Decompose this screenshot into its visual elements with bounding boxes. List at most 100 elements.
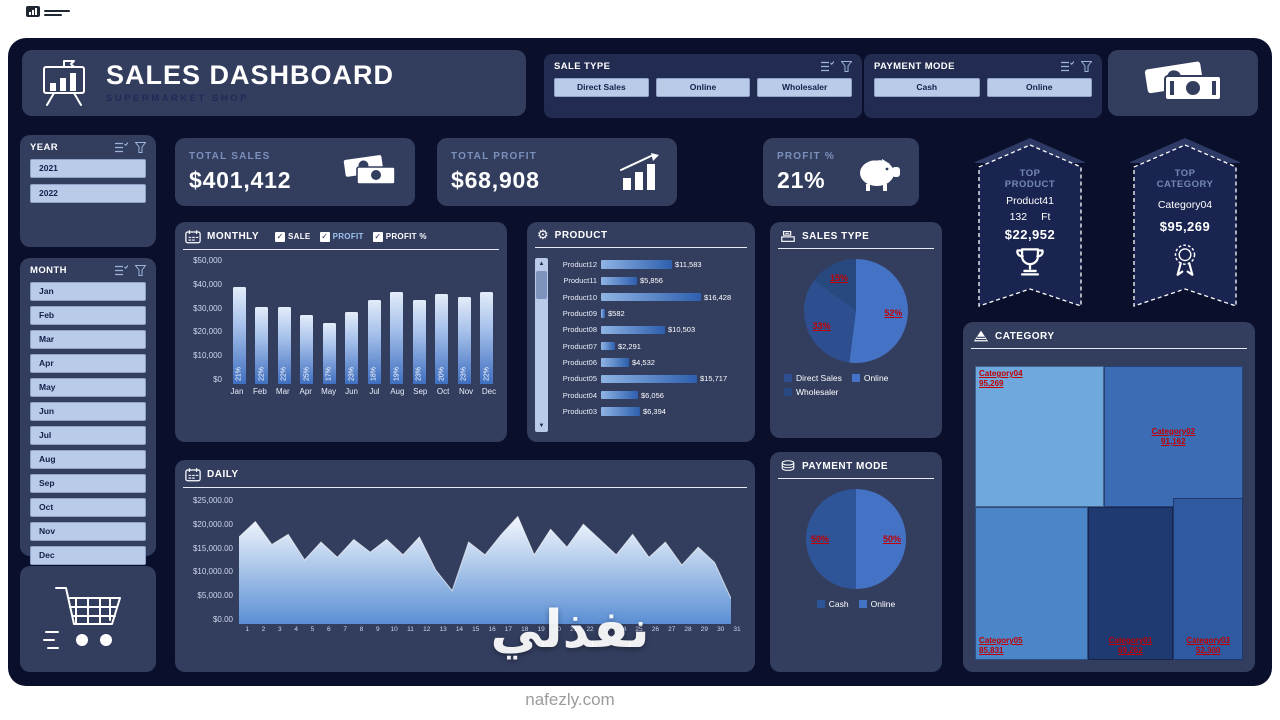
month-option-dec[interactable]: Dec (30, 546, 146, 565)
monthly-bar-label: 22% (258, 366, 266, 381)
product-value-label: $6,394 (643, 406, 666, 416)
monthly-bar-label: 22% (280, 366, 288, 381)
treemap-block-category01[interactable]: Category01 69,262 (1087, 507, 1174, 660)
category-title: CATEGORY (995, 330, 1055, 342)
payment-legend-online[interactable]: Online (858, 599, 895, 609)
monthly-bar-nov[interactable]: 23% (457, 297, 471, 384)
checkbox-profit-box[interactable]: ✓ (319, 231, 330, 242)
product-bar-product09[interactable] (601, 309, 605, 318)
checkbox-sale[interactable]: ✓ SALE (275, 231, 311, 242)
monthly-bar-jun[interactable]: 23% (345, 312, 359, 384)
filter-icon[interactable] (135, 265, 146, 276)
sales-type-pie-chart[interactable]: 52% 33% 15% (804, 259, 908, 363)
monthly-y-axis: $50,000 $40,000 $30,000 $20,000 $10,000 $0 (183, 256, 227, 384)
product-scrollbar[interactable]: ▲ ▼ (535, 258, 548, 432)
product-bar-product06[interactable] (601, 358, 629, 367)
product-label: Product10 (562, 292, 597, 302)
month-option-jan[interactable]: Jan (30, 282, 146, 301)
sales-type-legend-direct-sales[interactable]: Direct Sales (784, 373, 842, 383)
sale-type-option-wholesaler[interactable]: Wholesaler (757, 78, 853, 97)
multi-select-icon[interactable] (1061, 61, 1074, 72)
treemap-block-category04[interactable]: Category04 95,269 (975, 366, 1104, 508)
filter-icon[interactable] (841, 61, 852, 72)
monthly-bar-mar[interactable]: 22% (277, 307, 291, 384)
month-option-oct[interactable]: Oct (30, 498, 146, 517)
scrollbar-thumb[interactable] (536, 271, 547, 299)
month-option-sep[interactable]: Sep (30, 474, 146, 493)
multi-select-icon[interactable] (821, 61, 834, 72)
product-row-product08: Product08 $10,503 (553, 323, 749, 336)
checkbox-profit[interactable]: ✓ PROFIT (319, 231, 364, 242)
monthly-bar-sep[interactable]: 23% (412, 300, 426, 384)
month-option-feb[interactable]: Feb (30, 306, 146, 325)
multi-select-icon[interactable] (115, 265, 128, 276)
year-option-2022[interactable]: 2022 (30, 184, 146, 203)
sale-type-label: SALE TYPE (554, 61, 611, 72)
monthly-bar-apr[interactable]: 25% (300, 315, 314, 384)
monthly-bar-jan[interactable]: 21% (232, 287, 246, 384)
monthly-bar-jul[interactable]: 18% (367, 300, 381, 384)
month-option-nov[interactable]: Nov (30, 522, 146, 541)
watermark-arabic: نفذلي (490, 600, 650, 660)
product-bar-product08[interactable] (601, 325, 665, 335)
product-value-label: $4,532 (632, 357, 655, 367)
legend-label: Wholesaler (796, 387, 839, 397)
sales-type-legend-online[interactable]: Online (851, 373, 888, 383)
monthly-bar-aug[interactable]: 19% (390, 292, 404, 384)
gear-icon: ⚙ (537, 228, 549, 243)
monthly-bar-label: 25% (303, 366, 311, 381)
payment-mode-option-online[interactable]: Online (986, 78, 1092, 97)
sale-type-option-direct-sales[interactable]: Direct Sales (554, 78, 649, 97)
product-bar-product04[interactable] (601, 390, 638, 400)
monthly-bar-dec[interactable]: 22% (480, 292, 494, 384)
month-option-may[interactable]: May (30, 378, 146, 397)
product-bar-product03[interactable] (601, 407, 640, 416)
checkbox-sale-box[interactable]: ✓ (275, 231, 286, 242)
product-row-product11: Product11 $5,856 (553, 274, 749, 287)
multi-select-icon[interactable] (115, 142, 128, 153)
sale-type-option-online[interactable]: Online (655, 78, 751, 97)
monthly-ytick: $40,000 (193, 279, 222, 289)
treemap-block-category02[interactable]: Category02 91,162 (1103, 366, 1243, 508)
checkbox-profit-pct[interactable]: ✓ PROFIT % (372, 231, 427, 242)
daily-xlabel: 23 (602, 626, 610, 633)
monthly-xlabel: Apr (299, 387, 312, 396)
checkbox-profit-pct-box[interactable]: ✓ (372, 231, 383, 242)
monthly-ytick: $20,000 (193, 327, 222, 337)
sales-type-legend-wholesaler[interactable]: Wholesaler (784, 387, 839, 397)
product-value-label: $582 (608, 308, 625, 318)
monthly-xlabel: Feb (253, 387, 267, 396)
payment-legend-cash[interactable]: Cash (816, 599, 849, 609)
monthly-bar-may[interactable]: 17% (322, 323, 336, 384)
product-bar-product05[interactable] (601, 374, 697, 384)
category-treemap: Category04 95,269 Category02 91,162 Category… (975, 366, 1243, 660)
month-option-mar[interactable]: Mar (30, 330, 146, 349)
filter-icon[interactable] (135, 142, 146, 153)
treemap-block-category03[interactable]: Category03 52,300 (1173, 498, 1243, 660)
scroll-down-arrow[interactable]: ▼ (538, 423, 545, 429)
treemap-block-category05[interactable]: Category05 85,831 (975, 507, 1088, 660)
watermark-site: nafezly.com (525, 690, 615, 709)
daily-xlabel: 7 (343, 626, 347, 633)
treemap-label-group: Category05 85,831 (979, 636, 1023, 656)
payment-mode-pie-chart[interactable]: 50% 50% (806, 489, 906, 589)
product-bar-product10[interactable] (601, 292, 701, 302)
payment-slice-label-cash: 50% (810, 534, 830, 544)
year-option-2021[interactable]: 2021 (30, 159, 146, 178)
product-label: Product11 (563, 276, 597, 286)
monthly-bar-feb[interactable]: 22% (255, 307, 269, 384)
product-bar-product11[interactable] (601, 276, 637, 286)
month-option-jun[interactable]: Jun (30, 402, 146, 421)
top-product-qty: 132 (1009, 210, 1028, 223)
filter-icon[interactable] (1081, 61, 1092, 72)
payment-mode-option-cash[interactable]: Cash (874, 78, 980, 97)
product-row-product06: Product06 $4,532 (553, 356, 749, 369)
product-bar-product07[interactable] (601, 341, 615, 351)
monthly-bar-oct[interactable]: 20% (435, 294, 449, 384)
month-option-aug[interactable]: Aug (30, 450, 146, 469)
product-bar-product12[interactable] (601, 260, 672, 269)
month-option-jul[interactable]: Jul (30, 426, 146, 445)
daily-area-chart[interactable] (238, 496, 745, 624)
scroll-up-arrow[interactable]: ▲ (538, 261, 545, 267)
month-option-apr[interactable]: Apr (30, 354, 146, 373)
